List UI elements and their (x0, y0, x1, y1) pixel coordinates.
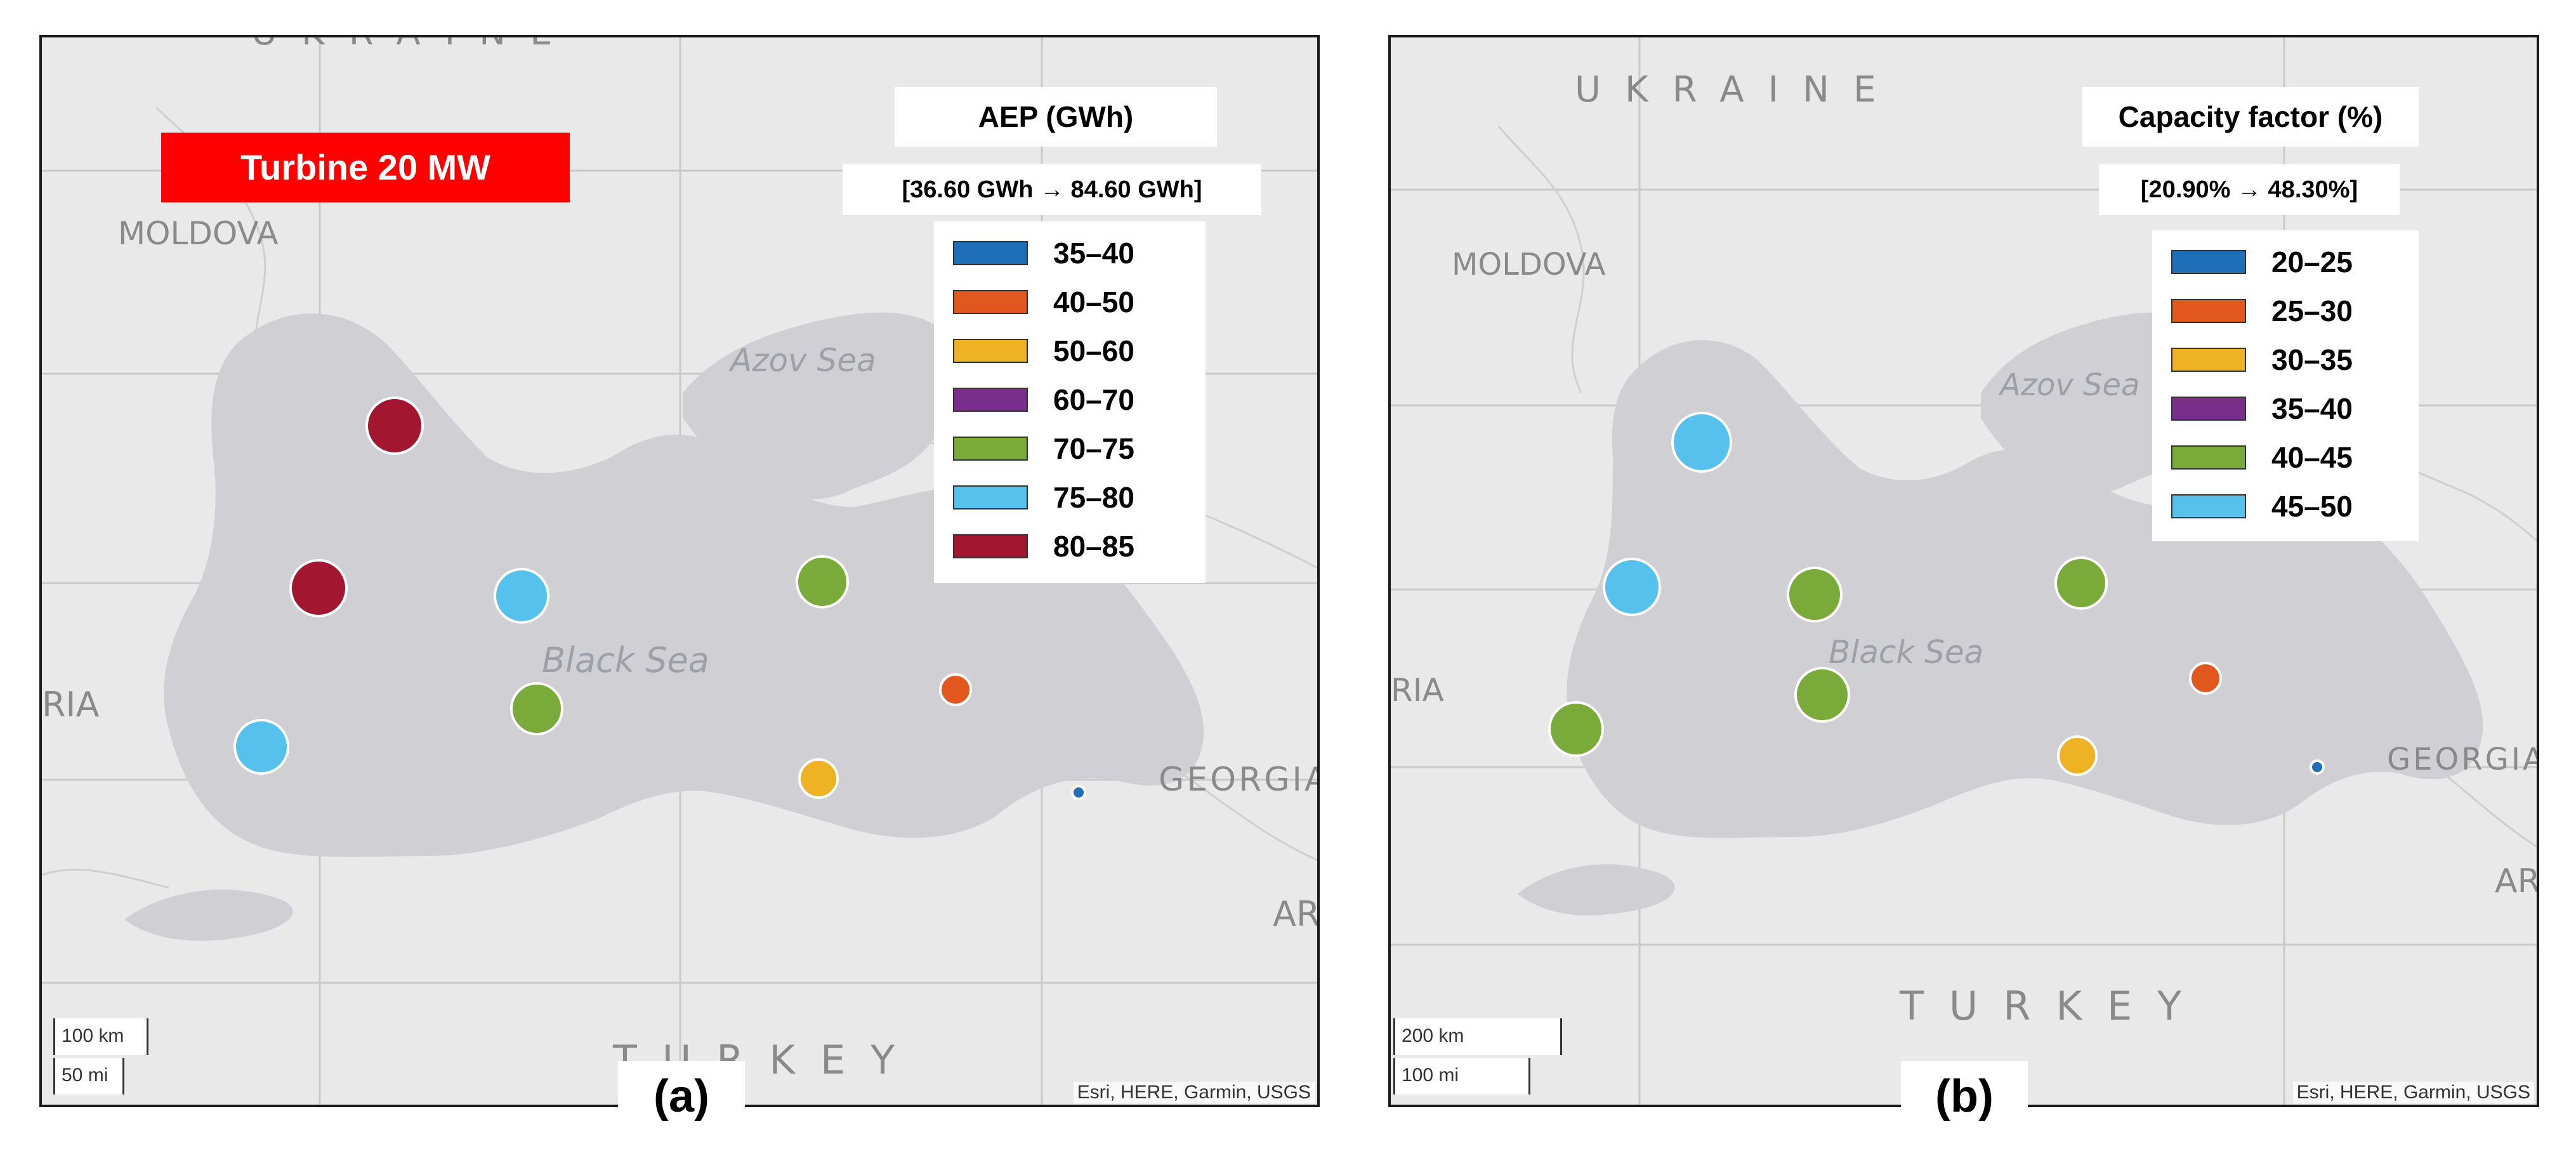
sea-label-azov: Azov Sea (730, 342, 876, 379)
site-marker[interactable] (1603, 558, 1661, 616)
country-label-ria: RIA (42, 685, 100, 725)
site-marker[interactable] (1794, 667, 1850, 723)
attribution-a: Esri, HERE, Garmin, USGS (1073, 1082, 1315, 1103)
legend-label: 45–50 (2271, 490, 2353, 523)
legend-swatch (2171, 250, 2246, 274)
black-sea-shape (164, 313, 1204, 857)
legend-range-b: [20.90% → 48.30%] (2099, 164, 2400, 215)
legend-item: 50–60 (934, 332, 1206, 370)
site-marker[interactable] (2054, 556, 2108, 610)
black-sea-shape (1567, 340, 2483, 838)
legend-swatch (2171, 494, 2246, 518)
legend-swatch (953, 437, 1028, 461)
site-marker[interactable] (2310, 759, 2325, 775)
legend-label: 50–60 (1053, 334, 1134, 367)
legend-label: 40–50 (1053, 286, 1134, 319)
site-marker[interactable] (1671, 412, 1732, 473)
panel-label-b: (b) (1901, 1061, 2028, 1137)
data-points-a (233, 397, 1086, 800)
legend-item: 20–25 (2152, 243, 2419, 281)
legend-label: 35–40 (1053, 237, 1134, 270)
map-panel-a[interactable]: UKRAINE MOLDOVA Azov Sea Black Sea RIA G… (39, 35, 1320, 1107)
legend-swatch (953, 339, 1028, 363)
site-marker[interactable] (939, 673, 972, 706)
legend-range-a: [36.60 GWh → 84.60 GWh] (843, 164, 1261, 215)
site-marker[interactable] (796, 555, 849, 608)
site-marker[interactable] (289, 559, 348, 617)
legend-item: 40–45 (2152, 438, 2419, 477)
legend-item: 40–50 (934, 283, 1206, 321)
legend-swatch (953, 241, 1028, 265)
legend-item: 30–35 (2152, 341, 2419, 379)
basemap-a (42, 37, 1317, 1105)
legend-label: 75–80 (1053, 481, 1134, 514)
legend-b: 20–25 25–30 30–35 35–40 40–45 45–50 (2152, 230, 2419, 541)
legend-label: 60–70 (1053, 383, 1134, 416)
legend-item: 60–70 (934, 381, 1206, 419)
site-marker[interactable] (1787, 567, 1843, 622)
country-label-georgia: GEORGIA (2387, 742, 2539, 777)
legend-swatch (953, 290, 1028, 314)
legend-label: 30–35 (2271, 343, 2353, 376)
legend-label: 40–45 (2271, 441, 2353, 474)
country-label-ar: AR (2495, 862, 2539, 900)
country-label-ria: RIA (1391, 672, 1444, 709)
legend-item: 35–40 (2152, 390, 2419, 428)
sea-label-black-sea: Black Sea (542, 640, 709, 680)
scale-km-b: 200 km (1393, 1018, 1562, 1055)
country-label-moldova: MOLDOVA (1452, 247, 1606, 282)
attribution-b: Esri, HERE, Garmin, USGS (2292, 1082, 2534, 1103)
site-marker[interactable] (2057, 735, 2098, 776)
country-label-moldova: MOLDOVA (118, 215, 279, 252)
sea-label-azov: Azov Sea (2000, 367, 2140, 403)
country-label-turkey: TURKEY (1900, 983, 2207, 1029)
site-marker[interactable] (1548, 701, 1604, 757)
legend-swatch (2171, 445, 2246, 470)
legend-swatch (2171, 299, 2246, 323)
legend-item: 75–80 (934, 478, 1206, 516)
country-label-ukraine: UKRAINE (251, 37, 576, 53)
site-marker[interactable] (798, 758, 839, 799)
legend-label: 20–25 (2271, 246, 2353, 279)
site-marker[interactable] (365, 397, 424, 455)
site-marker[interactable] (1071, 785, 1086, 800)
legend-item: 70–75 (934, 430, 1206, 468)
azov-sea-shape (683, 312, 963, 500)
legend-swatch (2171, 348, 2246, 372)
data-points-b (1548, 412, 2325, 776)
legend-item: 25–30 (2152, 292, 2419, 330)
legend-item: 80–85 (934, 527, 1206, 565)
map-panel-b[interactable]: UKRAINE MOLDOVA Azov Sea Black Sea RIA G… (1388, 35, 2539, 1107)
scale-mi-a: 50 mi (53, 1058, 124, 1094)
legend-label: 25–30 (2271, 294, 2353, 327)
legend-swatch (953, 485, 1028, 509)
panel-label-a: (a) (618, 1061, 745, 1137)
legend-swatch (2171, 397, 2246, 421)
legend-item: 35–40 (934, 234, 1206, 272)
site-marker[interactable] (510, 682, 563, 735)
legend-swatch (953, 388, 1028, 412)
turbine-badge: Turbine 20 MW (161, 133, 570, 202)
legend-label: 35–40 (2271, 392, 2353, 425)
legend-label: 80–85 (1053, 530, 1134, 563)
sea-label-black-sea: Black Sea (1829, 634, 1984, 671)
country-label-ukraine: UKRAINE (1575, 69, 1900, 110)
country-label-georgia: GEORGIA (1159, 761, 1320, 799)
site-marker[interactable] (233, 719, 289, 775)
legend-a: 35–40 40–50 50–60 60–70 70–75 75–80 80–85 (934, 221, 1206, 583)
legend-title-b: Capacity factor (%) (2082, 87, 2419, 147)
scale-mi-b: 100 mi (1393, 1058, 1530, 1094)
scale-km-a: 100 km (53, 1018, 148, 1055)
legend-label: 70–75 (1053, 432, 1134, 465)
legend-title-a: AEP (GWh) (895, 87, 1217, 147)
legend-item: 45–50 (2152, 487, 2419, 525)
site-marker[interactable] (494, 568, 549, 624)
site-marker[interactable] (2189, 662, 2222, 695)
country-label-ar: AR (1273, 894, 1320, 934)
legend-swatch (953, 534, 1028, 558)
